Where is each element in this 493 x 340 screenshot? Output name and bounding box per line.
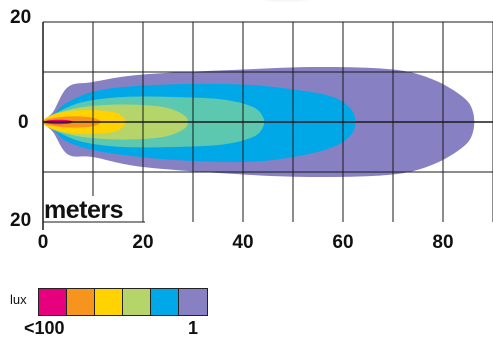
legend-swatch (179, 289, 207, 315)
decorative-blob (231, 0, 341, 2)
legend-max-label: 1 (188, 318, 199, 338)
legend-swatch (151, 289, 179, 315)
y-label-top: 20 (10, 7, 32, 28)
legend-color-bar (38, 288, 208, 316)
x-tick-label: 20 (132, 232, 154, 253)
legend-swatch (95, 289, 123, 315)
y-label-center: 0 (18, 112, 29, 133)
grid-layer (42, 21, 493, 230)
legend-min-label: <100 (24, 318, 65, 338)
unit-label: meters (44, 196, 124, 224)
x-tick-label: 60 (332, 232, 354, 253)
legend-swatch (39, 289, 67, 315)
legend-swatch (123, 289, 151, 315)
legend-swatch (67, 289, 95, 315)
x-tick-label: 40 (232, 232, 254, 253)
x-tick-label: 80 (432, 232, 454, 253)
y-label-bottom: 20 (10, 210, 32, 231)
legend-title: lux (10, 292, 27, 307)
x-tick-label: 0 (37, 232, 49, 253)
